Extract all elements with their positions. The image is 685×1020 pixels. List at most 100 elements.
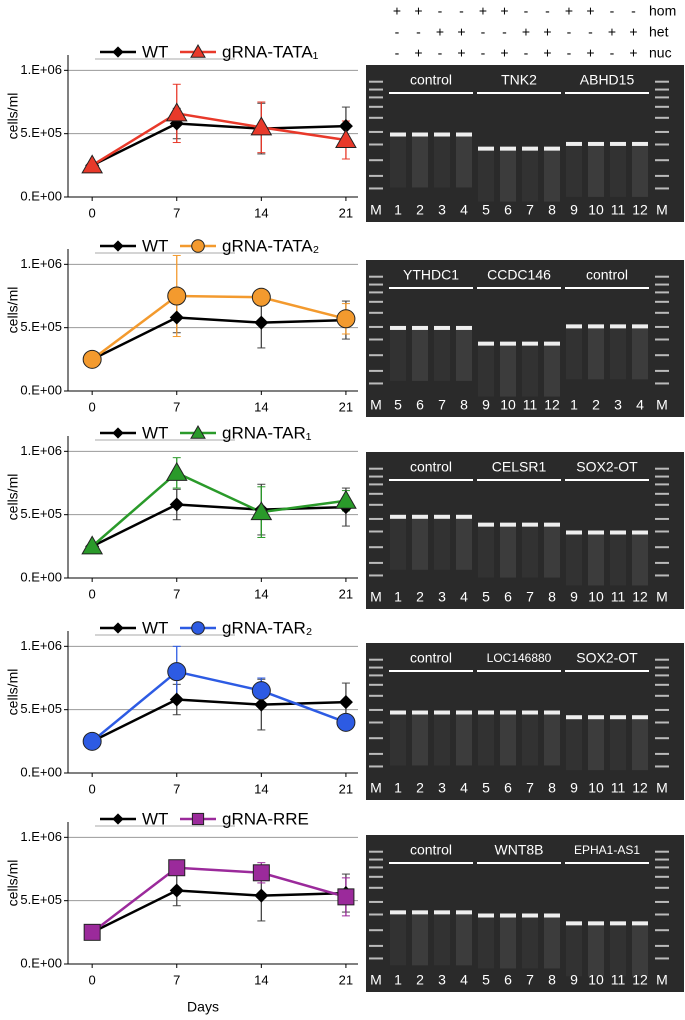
series-line <box>91 889 346 934</box>
lane-label: 3 <box>438 589 446 605</box>
ladder-band <box>655 944 669 947</box>
ladder-band <box>369 311 383 314</box>
group-label: control <box>586 267 628 283</box>
ladder-band <box>369 858 383 861</box>
band <box>456 710 472 715</box>
sign: + <box>393 3 401 19</box>
lane-label: 4 <box>460 589 468 605</box>
y-tick-label: 5.E+05 <box>20 892 62 907</box>
sign: + <box>543 45 551 61</box>
sign: - <box>502 24 507 40</box>
ladder-band <box>655 752 669 755</box>
ladder-band <box>655 517 669 520</box>
smear <box>544 710 560 766</box>
ladder-band <box>369 116 383 119</box>
smear <box>500 710 516 766</box>
lane-label: 9 <box>570 589 578 605</box>
sign: - <box>438 45 443 61</box>
smear <box>610 921 626 977</box>
ladder-band <box>369 721 383 724</box>
smear <box>456 910 472 966</box>
legend-label: gRNA-TAR₂ <box>222 618 312 637</box>
x-tick-label: 7 <box>173 781 180 796</box>
marker <box>191 812 205 826</box>
ladder-band <box>655 105 669 108</box>
band <box>522 341 538 346</box>
marker <box>336 712 356 732</box>
lane-label: 6 <box>416 397 424 413</box>
ladder-band <box>369 467 383 470</box>
band <box>478 146 494 151</box>
lane-label: 1 <box>394 202 402 218</box>
marker <box>112 240 124 252</box>
smear <box>434 910 450 966</box>
ladder-band <box>655 666 669 669</box>
series-line <box>91 866 347 934</box>
lane-label: 7 <box>526 589 534 605</box>
x-axis-label: Days <box>187 999 219 1015</box>
lane-label: 6 <box>504 972 512 988</box>
ladder-band <box>369 765 383 768</box>
ladder-band <box>369 530 383 533</box>
ladder-band <box>369 694 383 697</box>
lane-label: 2 <box>592 397 600 413</box>
y-tick-label: 0.E+00 <box>20 764 62 779</box>
series-line <box>91 294 347 361</box>
smear <box>434 325 450 381</box>
smear <box>522 341 538 397</box>
smear <box>478 146 494 202</box>
ladder-band <box>369 159 383 162</box>
ladder-band <box>369 517 383 520</box>
ladder-band <box>655 886 669 889</box>
lane-label: 2 <box>416 589 424 605</box>
band <box>478 710 494 715</box>
lane-label: 9 <box>570 780 578 796</box>
ladder-band <box>655 957 669 960</box>
lane-label: 4 <box>460 780 468 796</box>
legend-label: WT <box>142 809 168 828</box>
sign: + <box>457 45 465 61</box>
ladder-band <box>655 382 669 385</box>
lane-label: 10 <box>588 780 604 796</box>
smear <box>390 710 406 766</box>
smear <box>412 514 428 570</box>
smear <box>566 715 582 771</box>
smear <box>390 132 406 188</box>
band <box>500 710 516 715</box>
sign: + <box>608 24 616 40</box>
y-tick-label: 1.E+06 <box>20 443 62 458</box>
marker <box>169 497 184 512</box>
y-tick-label: 0.E+00 <box>20 382 62 397</box>
ladder-band <box>369 875 383 878</box>
ladder-band <box>655 354 669 357</box>
marker <box>167 286 187 306</box>
ladder-band <box>655 929 669 932</box>
smear <box>456 325 472 381</box>
band <box>544 341 560 346</box>
y-tick-label: 0.E+00 <box>20 955 62 970</box>
lane-label: 7 <box>526 780 534 796</box>
lane-label: 11 <box>611 972 626 988</box>
smear <box>588 715 604 771</box>
marker <box>169 116 184 131</box>
x-tick-label: 14 <box>254 399 268 414</box>
lane-label: 10 <box>588 972 604 988</box>
lane-label: 11 <box>611 202 626 218</box>
sign: + <box>436 24 444 40</box>
marker <box>112 427 124 439</box>
band <box>610 921 626 926</box>
marker <box>250 501 273 521</box>
group-label: control <box>410 459 452 475</box>
lane-label: 8 <box>548 780 556 796</box>
ladder-band <box>369 275 383 278</box>
x-tick-label: 7 <box>173 205 180 220</box>
ladder-band <box>369 546 383 549</box>
lane-label: 5 <box>482 589 490 605</box>
sign: - <box>459 3 464 19</box>
x-tick-label: 21 <box>339 781 353 796</box>
group-label: ABHD15 <box>580 72 635 88</box>
ladder-band <box>369 674 383 677</box>
group-label: WNT8B <box>495 842 544 858</box>
group-label: CELSR1 <box>492 459 547 475</box>
smear <box>456 514 472 570</box>
